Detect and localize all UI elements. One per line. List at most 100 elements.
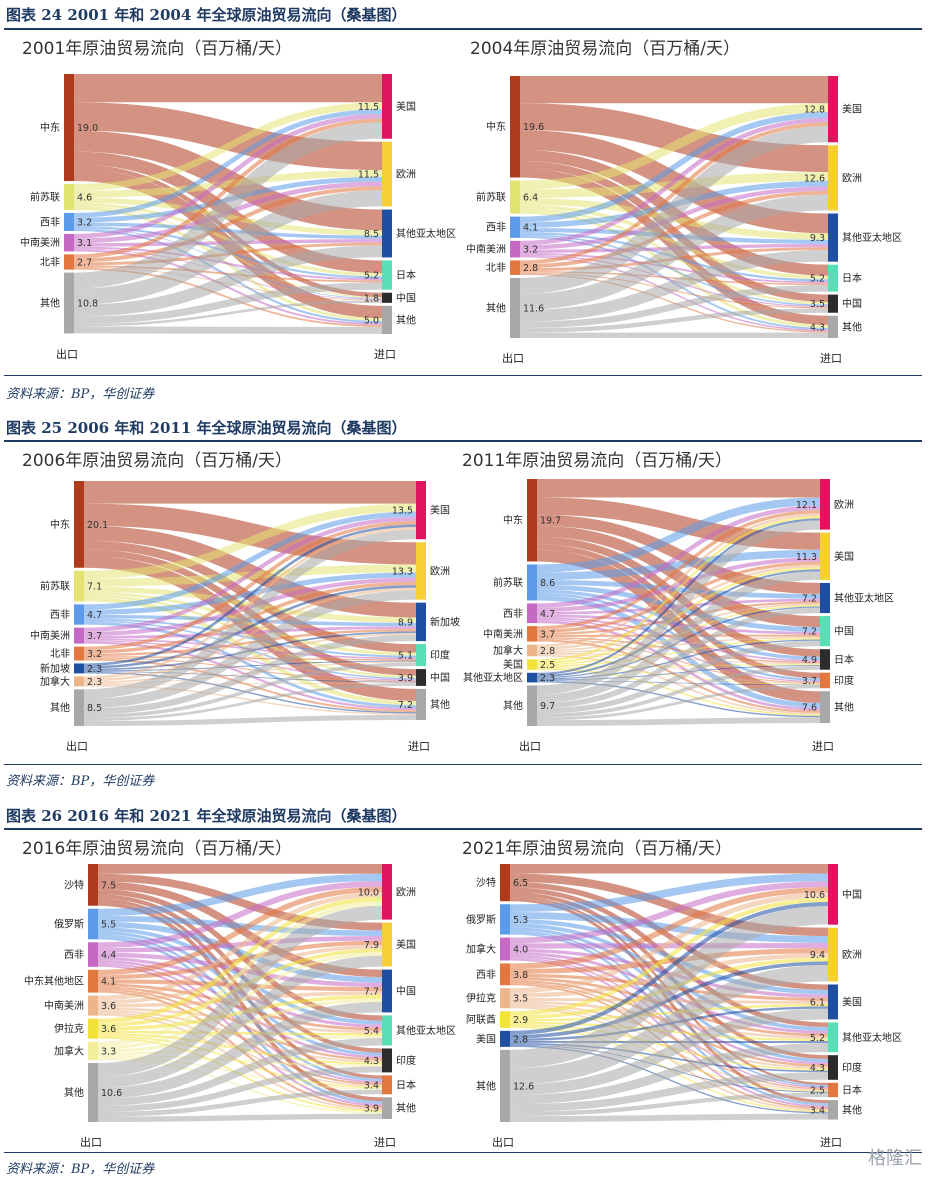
flow-link (83, 683, 417, 721)
flow-link (83, 591, 417, 656)
source-note-24: 资料来源：BP，华创证券 (6, 387, 155, 402)
target-value: 5.1 (398, 651, 413, 662)
source-value: 2.8 (513, 1034, 528, 1045)
source-node (74, 570, 84, 602)
flow-link (536, 653, 821, 685)
target-label: 其他亚太地区 (834, 592, 894, 605)
flows (73, 74, 383, 334)
flow-link (509, 906, 829, 1069)
source-value: 4.0 (513, 945, 528, 956)
source-label: 中南美洲 (20, 236, 60, 249)
sankey-2021: 2021年原油贸易流向（百万桶/天） 沙特 6.5 俄罗斯 5.3 加拿大 4.0 西非 3.8… (462, 839, 902, 1149)
target-node (828, 1082, 838, 1098)
source-label: 中东 (40, 121, 60, 134)
target-node (382, 74, 392, 139)
target-label: 其他亚太地区 (842, 231, 902, 244)
target-value: 7.2 (802, 594, 817, 605)
source-node (88, 1018, 98, 1039)
source-node (64, 184, 74, 210)
source-label: 中东 (486, 120, 506, 133)
target-label: 中国 (842, 888, 862, 901)
source-label: 北非 (50, 648, 70, 660)
flow-link (536, 640, 821, 714)
flow-link (536, 518, 821, 675)
source-node (64, 74, 74, 182)
target-label: 美国 (430, 504, 450, 517)
source-label: 中南美洲 (44, 999, 84, 1012)
target-label: 美国 (842, 995, 862, 1008)
flow-link (509, 873, 829, 912)
flow-link (519, 210, 829, 328)
target-node (416, 644, 426, 667)
target-label: 欧洲 (396, 169, 416, 181)
flow-link (519, 249, 829, 322)
target-value: 4.3 (364, 1056, 379, 1067)
flow-link (97, 1030, 383, 1036)
target-node (382, 305, 392, 334)
target-value: 3.4 (364, 1080, 379, 1091)
source-node (64, 233, 74, 252)
flow-link (519, 285, 829, 329)
target-value: 8.9 (398, 617, 413, 628)
target-label: 其他 (396, 313, 416, 326)
source-value: 3.7 (87, 631, 102, 642)
source-node (527, 659, 537, 670)
figure-rule (4, 28, 922, 30)
source-label: 加拿大 (40, 675, 70, 688)
flow-link (509, 948, 829, 974)
flow-link (519, 204, 829, 280)
axis-label-export: 出口 (66, 739, 88, 753)
target-label: 中国 (834, 625, 854, 638)
target-node (828, 927, 838, 982)
flow-link (519, 103, 829, 173)
source-node (88, 1063, 98, 1122)
flow-link (536, 636, 821, 653)
flow-link (73, 122, 383, 289)
source-label: 其他 (50, 701, 70, 714)
source-value: 7.1 (87, 582, 102, 593)
target-value: 7.7 (364, 987, 379, 998)
target-label: 其他 (396, 1102, 416, 1115)
source-label: 沙特 (476, 877, 496, 889)
target-label: 欧洲 (842, 949, 862, 961)
source-node (500, 937, 510, 961)
flow-link (536, 607, 821, 709)
flow-link (519, 117, 829, 246)
source-label: 其他 (476, 1079, 496, 1092)
flow-link (97, 1001, 383, 1099)
target-label: 其他 (430, 698, 450, 711)
target-value: 11.3 (796, 552, 817, 563)
source-node (527, 479, 537, 562)
source-value: 3.7 (540, 629, 555, 640)
flow-link (519, 126, 829, 295)
sankey-2001: 2001年原油贸易流向（百万桶/天） 中东 19.0 前苏联 4.6 西非 3.2 中南美洲 3… (20, 39, 456, 361)
source-label: 其他 (64, 1086, 84, 1099)
source-label: 前苏联 (476, 191, 506, 204)
source-note-25: 资料来源：BP，华创证券 (6, 774, 155, 789)
target-node (382, 209, 392, 258)
flow-link (97, 994, 383, 1031)
flow-link (83, 527, 417, 679)
source-label: 阿联酋 (466, 1013, 496, 1026)
flow-link (536, 497, 821, 573)
flow-link (97, 955, 383, 1088)
sankey-2011: 2011年原油贸易流向（百万桶/天） 中东 19.7 前苏联 8.6 西非 4.7 中南美洲 3… (462, 451, 894, 753)
target-value: 5.2 (364, 271, 379, 282)
target-value: 2.5 (810, 1085, 825, 1096)
axis-label-export: 出口 (56, 347, 78, 361)
flow-link (519, 103, 829, 190)
flow-link (536, 685, 821, 721)
source-value: 2.3 (540, 673, 555, 684)
source-node (527, 644, 537, 657)
target-label: 日本 (842, 272, 862, 285)
target-value: 10.0 (358, 887, 379, 898)
source-node (510, 277, 520, 338)
source-node (510, 260, 520, 275)
source-label: 中南美洲 (483, 627, 523, 640)
target-value: 4.3 (810, 1063, 825, 1074)
source-value: 3.2 (77, 217, 92, 228)
target-value: 5.4 (364, 1026, 379, 1037)
flow-link (536, 595, 821, 708)
source-label: 俄罗斯 (54, 918, 84, 931)
target-node (828, 1022, 838, 1053)
